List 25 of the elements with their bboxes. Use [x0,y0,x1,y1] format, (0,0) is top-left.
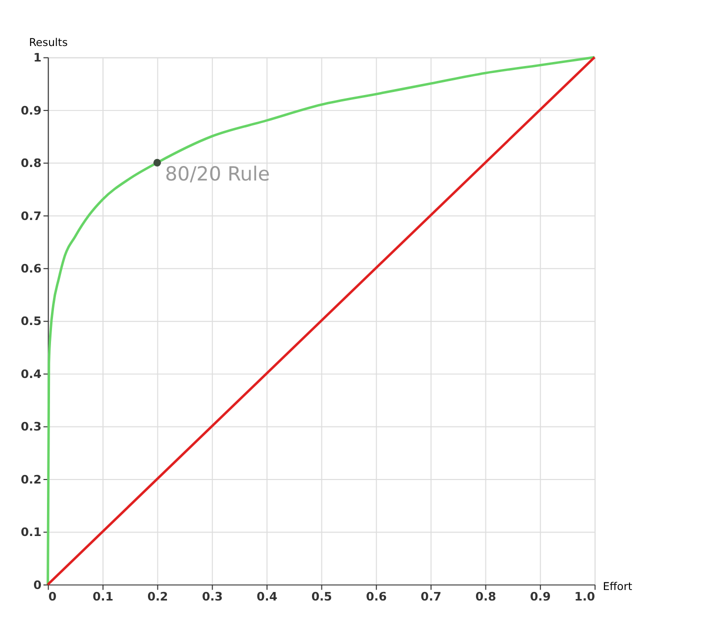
annotation: 80/20 Rule [165,162,270,186]
y-tick-label: 0.6 [20,262,42,276]
y-tick-label: 0 [33,578,42,592]
x-tick-label: 0.2 [147,590,168,604]
x-tick-label: 1.0 [574,590,596,604]
y-tick-label: 0.4 [20,366,42,381]
y-tick-label: 0.1 [20,525,42,540]
x-tick-label: 0.4 [256,590,278,604]
y-tick-label: 1 [33,50,42,65]
x-tick-label: 0.7 [420,590,442,604]
y-tick-label: 0.3 [20,420,42,434]
x-tick-label: 0.8 [475,590,496,604]
y-tick-label: 0.7 [20,208,42,223]
y-tick-label: 0.8 [20,156,42,170]
x-tick-label: 0.5 [311,590,332,604]
x-tick-label: 0.9 [530,590,551,604]
y-tick-label: 0.5 [20,314,42,328]
y-axis-title: Results [28,36,68,50]
y-tick-label: 0.9 [20,103,42,118]
y-tick-label: 0.2 [20,472,42,486]
x-tick-label: 0.3 [202,590,223,604]
x-axis-title: Effort [602,580,632,593]
x-tick-label: 0.1 [92,590,114,604]
x-tick-label: 0.6 [366,590,387,604]
x-tick-label: 0 [48,590,56,604]
